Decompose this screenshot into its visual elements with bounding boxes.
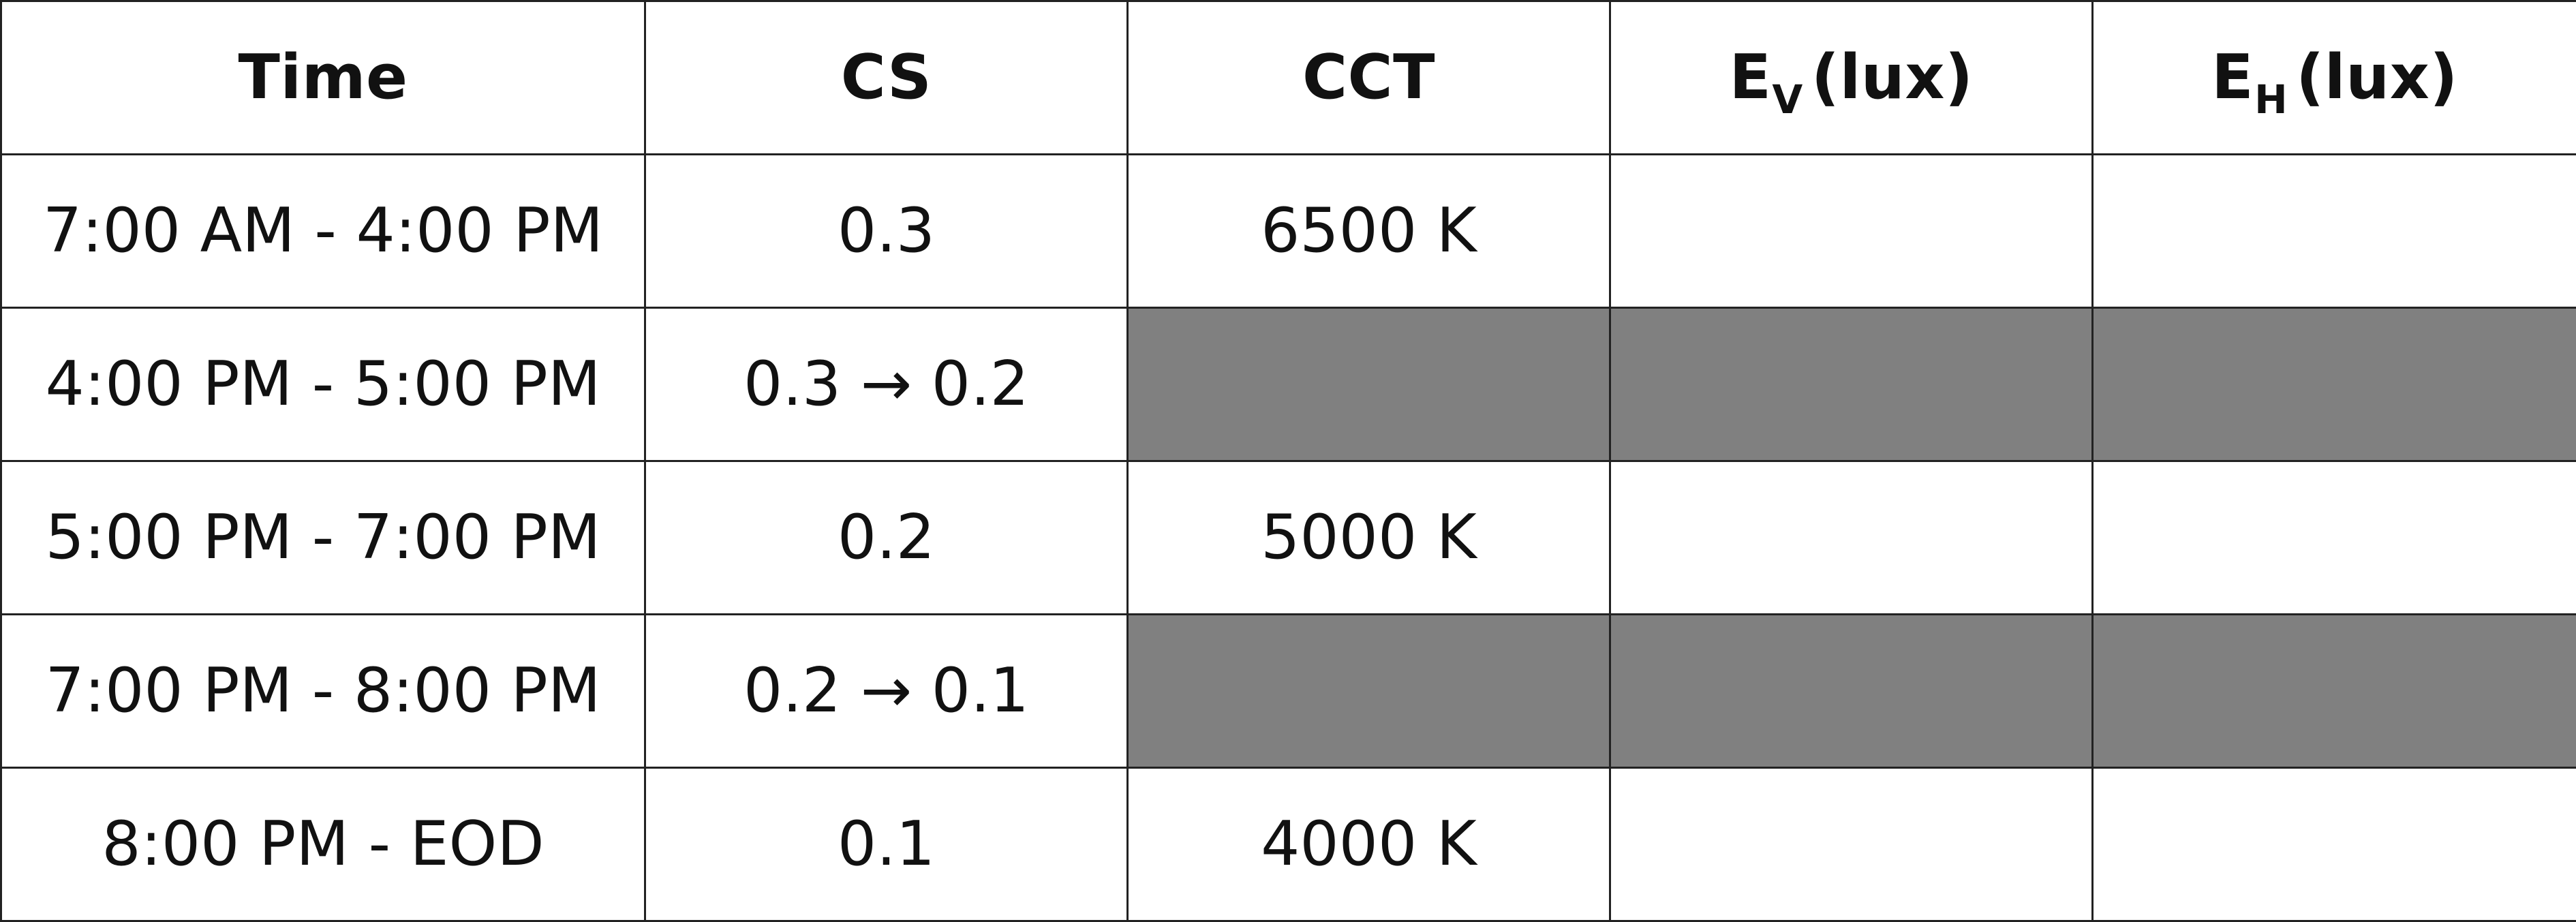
header-cs: CS (645, 1, 1128, 155)
header-eh-subscript: H (2254, 76, 2288, 123)
header-cct: CCT (1128, 1, 1610, 155)
cell-cs: 0.2 → 0.1 (645, 615, 1128, 768)
cell-eh-shaded (2093, 615, 2576, 768)
table-row: 4:00 PM - 5:00 PM 0.3 → 0.2 (1, 308, 2576, 461)
table-row: 7:00 AM - 4:00 PM 0.3 6500 K (1, 155, 2576, 308)
cell-ev (1610, 461, 2093, 615)
cell-cct-shaded (1128, 615, 1610, 768)
cell-eh (2093, 461, 2576, 615)
header-ev-subscript: V (1772, 76, 1803, 123)
cell-time: 4:00 PM - 5:00 PM (1, 308, 645, 461)
cell-eh (2093, 768, 2576, 921)
cell-cs: 0.3 (645, 155, 1128, 308)
cell-ev (1610, 155, 2093, 308)
cell-cs: 0.3 → 0.2 (645, 308, 1128, 461)
header-time: Time (1, 1, 645, 155)
cell-time: 7:00 AM - 4:00 PM (1, 155, 645, 308)
cell-cs: 0.2 (645, 461, 1128, 615)
table-row: 8:00 PM - EOD 0.1 4000 K (1, 768, 2576, 921)
cell-time: 8:00 PM - EOD (1, 768, 645, 921)
cell-cct: 6500 K (1128, 155, 1610, 308)
table-row: 7:00 PM - 8:00 PM 0.2 → 0.1 (1, 615, 2576, 768)
header-ev-lux: EV(lux) (1610, 1, 2093, 155)
cell-time: 5:00 PM - 7:00 PM (1, 461, 645, 615)
cell-cct-shaded (1128, 308, 1610, 461)
cell-time: 7:00 PM - 8:00 PM (1, 615, 645, 768)
cell-ev-shaded (1610, 615, 2093, 768)
lighting-schedule-table-container: Time CS CCT EV(lux) EH(lux) 7:00 AM - 4:… (0, 0, 2576, 768)
table-row: 5:00 PM - 7:00 PM 0.2 5000 K (1, 461, 2576, 615)
header-eh-lux: EH(lux) (2093, 1, 2576, 155)
cell-ev (1610, 768, 2093, 921)
cell-eh-shaded (2093, 308, 2576, 461)
cell-cs: 0.1 (645, 768, 1128, 921)
cell-cct: 4000 K (1128, 768, 1610, 921)
cell-ev-shaded (1610, 308, 2093, 461)
cell-cct: 5000 K (1128, 461, 1610, 615)
header-row: Time CS CCT EV(lux) EH(lux) (1, 1, 2576, 155)
cell-eh (2093, 155, 2576, 308)
